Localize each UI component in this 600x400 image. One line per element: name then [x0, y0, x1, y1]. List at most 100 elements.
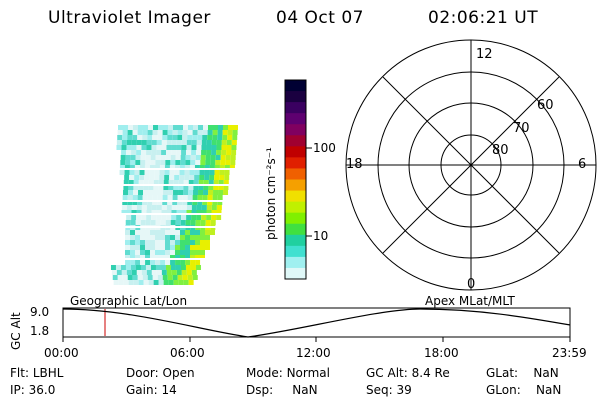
aurora-pixel [171, 150, 177, 155]
aurora-pixel [156, 210, 162, 215]
aurora-pixel [207, 130, 213, 135]
aurora-pixel [208, 185, 214, 190]
aurora-pixel [136, 205, 142, 210]
aurora-pixel [125, 250, 130, 255]
aurora-pixel [136, 145, 142, 150]
aurora-pixel [222, 135, 228, 140]
aurora-pixel [211, 150, 217, 155]
aurora-pixel [131, 140, 137, 145]
aurora-pixel [183, 185, 189, 190]
aurora-pixel [178, 185, 184, 190]
aurora-pixel [192, 130, 198, 135]
aurora-pixel [209, 165, 215, 170]
aurora-pixel [219, 175, 225, 180]
aurora-pixel [163, 185, 169, 190]
aurora-pixel [206, 140, 212, 145]
aurora-pixel [164, 175, 170, 180]
aurora-pixel [145, 255, 150, 260]
aurora-pixel [141, 140, 147, 145]
aurora-pixel [200, 220, 206, 225]
aurora-pixel [130, 220, 136, 225]
aurora-pixel [135, 160, 141, 165]
aurora-pixel [141, 145, 147, 150]
aurora-pixel [160, 245, 165, 250]
aurora-pixel [165, 240, 170, 245]
aurora-pixel [137, 195, 143, 200]
aurora-pixel [139, 170, 145, 175]
aurora-pixel [169, 165, 175, 170]
aurora-pixel [166, 150, 172, 155]
aurora-pixel [157, 135, 163, 140]
aurora-pixel [204, 175, 210, 180]
aurora-pixel [155, 245, 160, 250]
aurora-pixel [224, 170, 230, 175]
aurora-pixel [205, 230, 210, 235]
aurora-pixel [152, 200, 158, 205]
aurora-pixel [147, 275, 153, 280]
aurora-pixel [155, 260, 161, 265]
aurora-pixel [175, 240, 180, 245]
aurora-pixel [161, 270, 167, 275]
aurora-pixel [172, 130, 178, 135]
aurora-pixel [168, 180, 174, 185]
aurora-pixel [162, 195, 168, 200]
status-dsp: Dsp: NaN [246, 383, 318, 397]
aurora-pixel [121, 270, 127, 275]
aurora-pixel [203, 180, 209, 185]
aurora-pixel [117, 135, 123, 140]
aurora-pixel [153, 280, 159, 285]
aurora-pixel [152, 130, 158, 135]
instrument-title: Ultraviolet Imager [48, 8, 211, 28]
aurora-pixel [154, 165, 160, 170]
aurora-pixel [205, 160, 211, 165]
aurora-pixel [130, 255, 135, 260]
aurora-pixel [205, 155, 211, 160]
aurora-pixel [181, 215, 187, 220]
aurora-pixel [143, 185, 149, 190]
aurora-pixel [212, 195, 218, 200]
aurora-pixel [180, 245, 185, 250]
aurora-pixel [206, 215, 212, 220]
aurora-pixel [115, 265, 121, 270]
aurora-pixel [171, 210, 177, 215]
aurora-pixel [157, 195, 163, 200]
aurora-pixel [213, 185, 219, 190]
aurora-pixel [187, 200, 193, 205]
aurora-pixel [180, 220, 186, 225]
aurora-pixel [213, 180, 219, 185]
aurora-pixel [135, 245, 140, 250]
aurora-pixel [173, 185, 179, 190]
mlt-label-18: 18 [346, 157, 363, 172]
aurora-pixel [193, 190, 199, 195]
aurora-pixel [138, 180, 144, 185]
aurora-pixel [219, 170, 225, 175]
aurora-pixel [218, 125, 223, 130]
aurora-pixel [202, 195, 208, 200]
aurora-pixel [155, 155, 161, 160]
aurora-pixel [175, 245, 180, 250]
colorbar-tick-100: 100 [313, 141, 336, 155]
aurora-pixel [127, 200, 133, 205]
aurora-pixel [174, 170, 180, 175]
aurora-pixel [171, 140, 177, 145]
aurora-pixel [221, 140, 227, 145]
aurora-pixel [155, 250, 160, 255]
aurora-pixel [140, 160, 146, 165]
aurora-pixel [180, 155, 186, 160]
colorbar-cell [285, 80, 306, 92]
aurora-pixel [146, 215, 152, 220]
aurora-pixel [121, 210, 127, 215]
aurora-pixel [131, 215, 137, 220]
aurora-pixel [133, 280, 139, 285]
scan-gap [105, 184, 245, 186]
aurora-pixel [165, 265, 171, 270]
aurora-pixel [163, 190, 169, 195]
aurora-pixel [129, 170, 135, 175]
aurora-pixel [192, 200, 198, 205]
aurora-pixel [211, 210, 217, 215]
aurora-pixel [141, 210, 147, 215]
aurora-pixel [186, 270, 192, 275]
aurora-pixel [158, 190, 164, 195]
aurora-pixel [150, 220, 156, 225]
